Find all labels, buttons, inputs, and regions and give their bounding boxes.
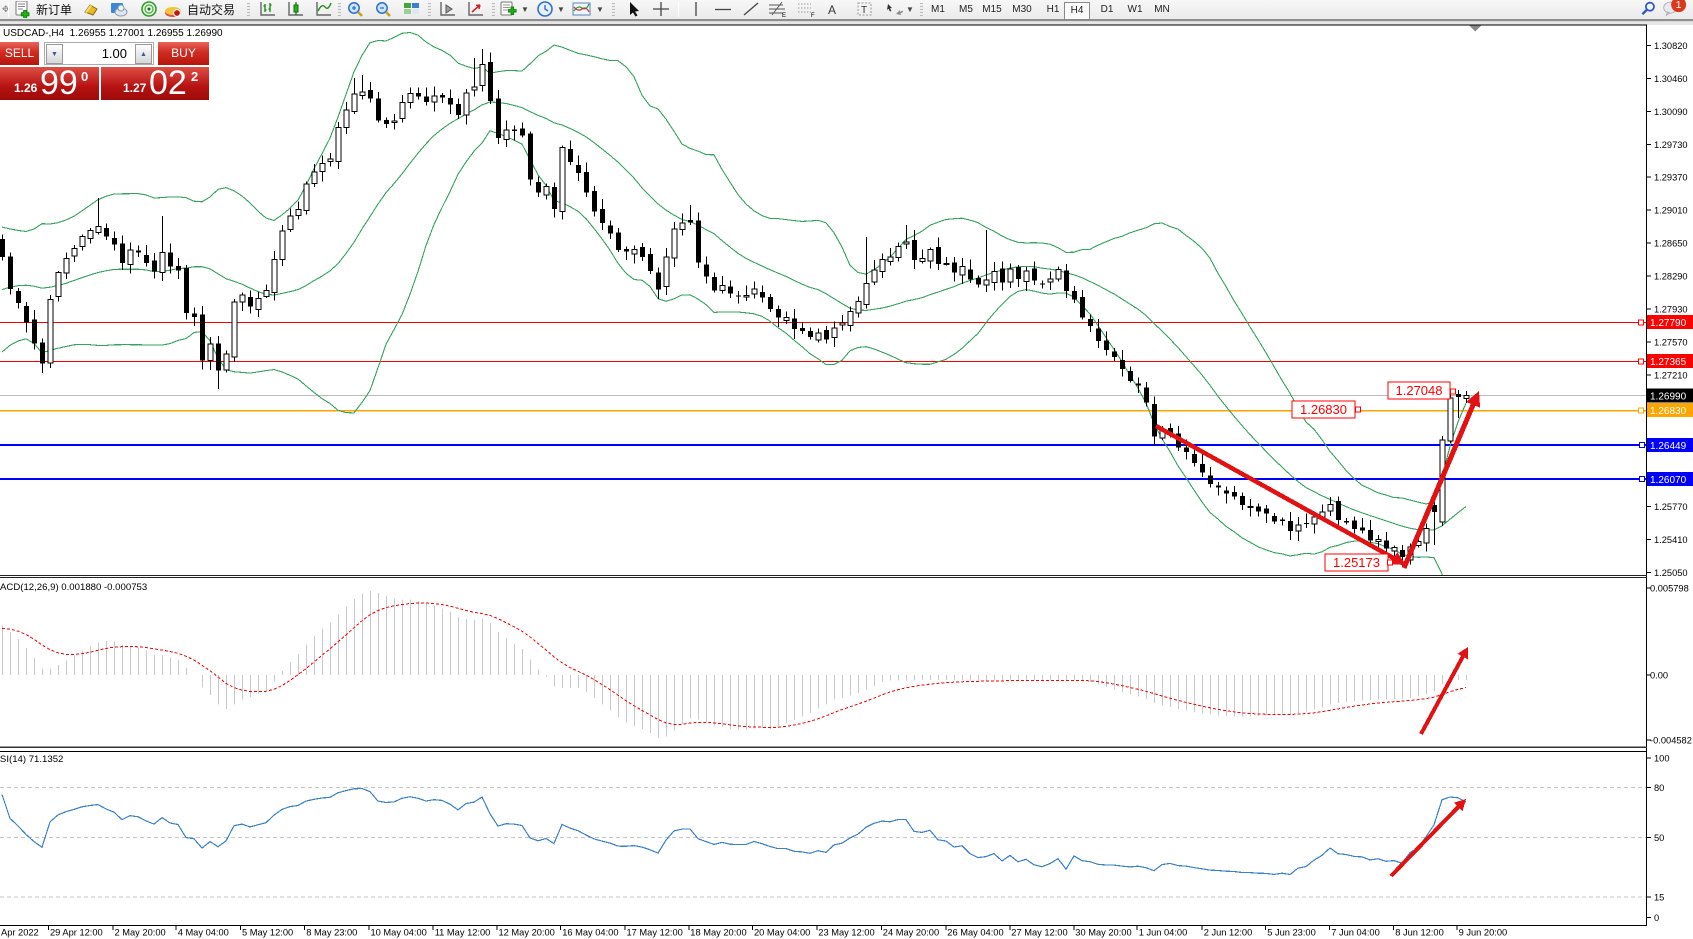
svg-text:1.25770: 1.25770 — [1654, 502, 1688, 512]
svg-text:E: E — [782, 13, 786, 18]
svg-text:1.26990: 1.26990 — [1650, 391, 1687, 402]
svg-text:18 May 20:00: 18 May 20:00 — [690, 928, 746, 938]
svg-text:4 May 04:00: 4 May 04:00 — [178, 928, 229, 938]
svg-text:7 Jun 04:00: 7 Jun 04:00 — [1331, 928, 1380, 938]
svg-text:1.27930: 1.27930 — [1654, 305, 1688, 315]
svg-text:8 May 23:00: 8 May 23:00 — [306, 928, 357, 938]
svg-text:T: T — [861, 5, 867, 16]
svg-text:12 May 20:00: 12 May 20:00 — [499, 928, 555, 938]
svg-text:1: 1 — [1676, 0, 1682, 11]
svg-text:1.30090: 1.30090 — [1654, 107, 1688, 117]
svg-text:5 May 12:00: 5 May 12:00 — [242, 928, 293, 938]
svg-text:17 May 12:00: 17 May 12:00 — [627, 928, 683, 938]
svg-text:2 Jun 12:00: 2 Jun 12:00 — [1204, 928, 1253, 938]
svg-text:-0.004582: -0.004582 — [1650, 736, 1692, 746]
svg-text:1.29370: 1.29370 — [1654, 173, 1688, 183]
svg-text:29 Apr 12:00: 29 Apr 12:00 — [50, 928, 103, 938]
svg-text:8 Jun 12:00: 8 Jun 12:00 — [1395, 928, 1444, 938]
svg-text:24 May 20:00: 24 May 20:00 — [883, 928, 939, 938]
svg-text:MACD(12,26,9) 0.001880 -0.0007: MACD(12,26,9) 0.001880 -0.000753 — [0, 582, 147, 593]
svg-text:1.26830: 1.26830 — [1650, 406, 1687, 417]
svg-text:1.30460: 1.30460 — [1654, 74, 1688, 84]
svg-text:F: F — [811, 13, 815, 18]
svg-text:1.25173: 1.25173 — [1333, 555, 1380, 570]
svg-text:26 May 04:00: 26 May 04:00 — [947, 928, 1003, 938]
svg-text:16 May 04:00: 16 May 04:00 — [562, 928, 618, 938]
svg-text:RSI(14) 71.1352: RSI(14) 71.1352 — [0, 754, 63, 765]
svg-text:1.27048: 1.27048 — [1396, 383, 1443, 398]
svg-text:0: 0 — [1654, 913, 1659, 923]
svg-text:1.25050: 1.25050 — [1654, 568, 1688, 578]
svg-text:Apr 2022: Apr 2022 — [1, 928, 39, 938]
svg-text:1.27570: 1.27570 — [1654, 338, 1688, 348]
svg-text:80: 80 — [1654, 783, 1664, 793]
svg-text:100: 100 — [1654, 754, 1670, 764]
svg-text:5 Jun 23:00: 5 Jun 23:00 — [1267, 928, 1316, 938]
svg-text:27 May 12:00: 27 May 12:00 — [1011, 928, 1067, 938]
svg-text:9 Jun 20:00: 9 Jun 20:00 — [1459, 928, 1508, 938]
svg-text:20 May 04:00: 20 May 04:00 — [754, 928, 810, 938]
svg-text:1.28290: 1.28290 — [1654, 272, 1688, 282]
svg-text:1.27790: 1.27790 — [1650, 318, 1687, 329]
svg-text:0.005798: 0.005798 — [1650, 584, 1689, 594]
svg-text:50: 50 — [1654, 833, 1664, 843]
svg-text:1.29010: 1.29010 — [1654, 206, 1688, 216]
svg-text:1.28650: 1.28650 — [1654, 239, 1688, 249]
svg-text:15: 15 — [1654, 892, 1664, 902]
svg-text:1.27210: 1.27210 — [1654, 370, 1688, 380]
svg-text:1 Jun 04:00: 1 Jun 04:00 — [1139, 928, 1188, 938]
svg-text:1.26449: 1.26449 — [1650, 441, 1687, 452]
svg-text:1.26070: 1.26070 — [1650, 475, 1687, 486]
svg-text:2 May 20:00: 2 May 20:00 — [115, 928, 166, 938]
svg-text:1.29730: 1.29730 — [1654, 140, 1688, 150]
svg-text:1.25410: 1.25410 — [1654, 535, 1688, 545]
svg-text:30 May 20:00: 30 May 20:00 — [1075, 928, 1131, 938]
svg-text:0.00: 0.00 — [1650, 671, 1668, 681]
svg-text:1.30820: 1.30820 — [1654, 41, 1688, 51]
svg-text:1.26830: 1.26830 — [1300, 402, 1347, 417]
svg-text:23 May 12:00: 23 May 12:00 — [818, 928, 874, 938]
svg-text:1.27365: 1.27365 — [1650, 357, 1687, 368]
svg-text:10 May 04:00: 10 May 04:00 — [371, 928, 427, 938]
svg-text:11 May 12:00: 11 May 12:00 — [435, 928, 491, 938]
